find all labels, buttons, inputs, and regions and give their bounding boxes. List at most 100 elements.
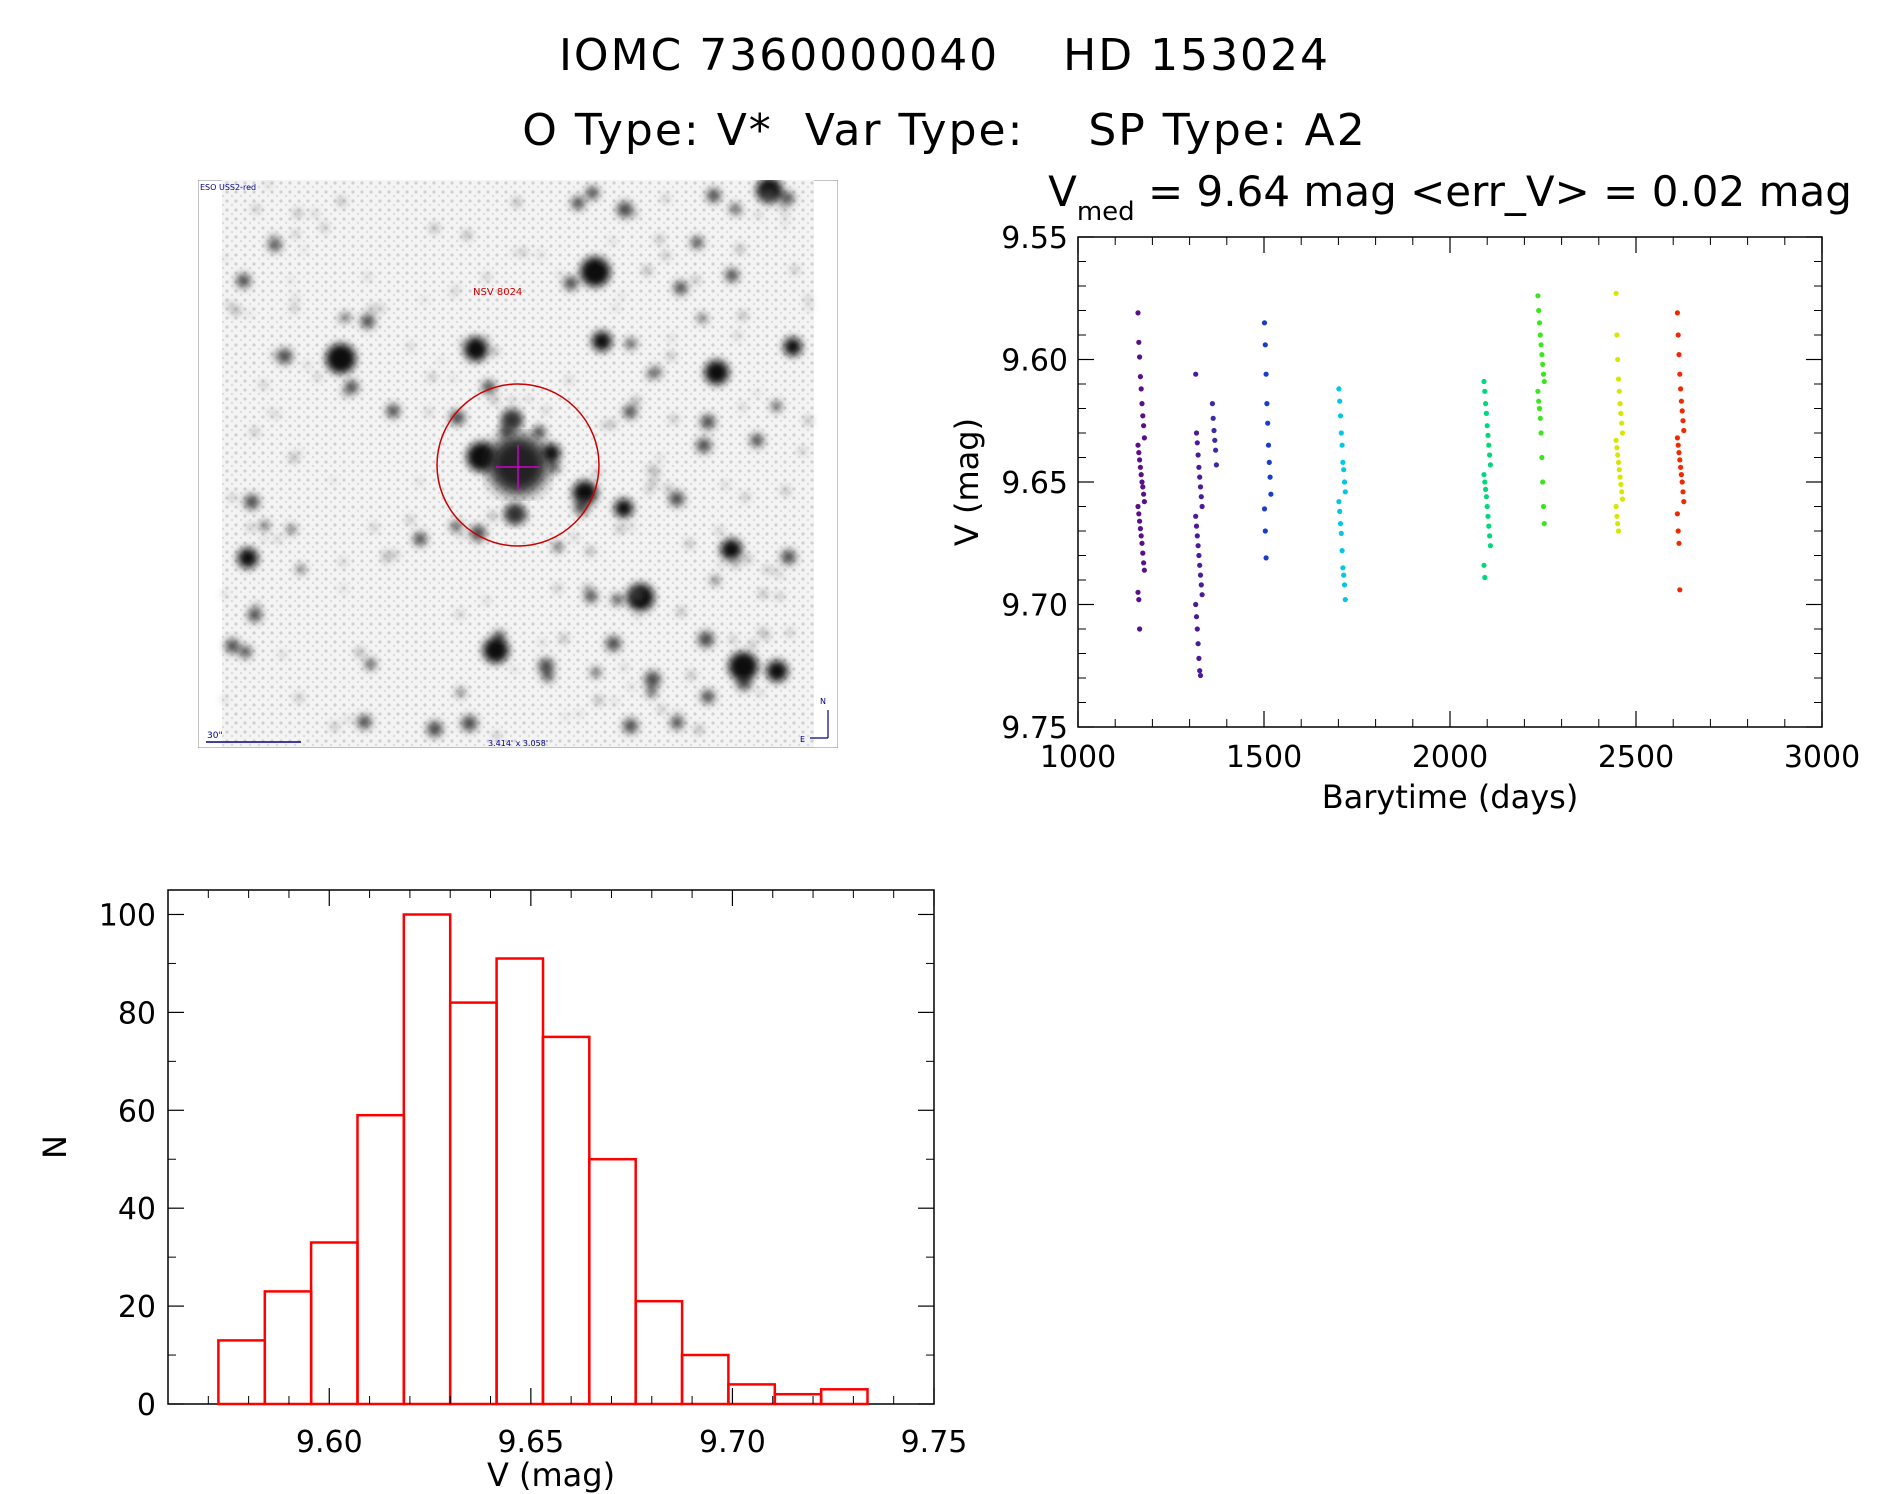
data-point (1535, 388, 1541, 394)
data-point (1211, 427, 1217, 434)
histogram-bar (634, 1299, 684, 1406)
data-point (1265, 442, 1272, 448)
data-point (1679, 408, 1685, 414)
data-point (1138, 533, 1144, 539)
data-point (1136, 339, 1142, 345)
data-point (1483, 486, 1489, 492)
data-point (1483, 494, 1489, 500)
data-point (1536, 398, 1542, 404)
data-point (1487, 543, 1493, 549)
histogram-bar (448, 1001, 498, 1406)
data-point (1261, 320, 1268, 326)
data-point (1538, 430, 1544, 436)
data-point (1198, 582, 1204, 588)
data-point (1615, 452, 1621, 458)
data-point (1139, 401, 1145, 407)
target-label: NSV 8024 (473, 287, 522, 298)
data-point (1485, 513, 1491, 519)
data-point (1617, 474, 1623, 480)
y-tick-label: 9.75 (1001, 711, 1068, 746)
data-point (1336, 386, 1342, 392)
data-point (1135, 310, 1141, 316)
x-tick-label: 9.75 (901, 1425, 968, 1460)
data-point (1209, 401, 1215, 407)
y-tick-label: 60 (118, 1094, 156, 1129)
finder-chart: NSV 8024 ESO USS2-red 30" 3.414' x 3.058… (198, 180, 838, 748)
data-point (1619, 496, 1626, 502)
data-point (1483, 401, 1489, 407)
data-point (1197, 672, 1204, 679)
data-point (1141, 499, 1147, 505)
x-tick-label: 1500 (1226, 740, 1302, 775)
data-point (1337, 508, 1343, 514)
x-tick-label: 9.65 (497, 1425, 564, 1460)
data-point (1540, 503, 1547, 510)
data-point (1536, 320, 1543, 326)
data-point (1210, 415, 1216, 421)
scale-label: 30" (207, 731, 223, 741)
data-point (1616, 388, 1622, 394)
data-point (1615, 376, 1622, 382)
data-point (1482, 388, 1488, 394)
data-point (1487, 462, 1493, 468)
data-point (1141, 423, 1147, 429)
data-point (1137, 464, 1143, 470)
data-point (1681, 427, 1687, 434)
data-point (1487, 452, 1493, 458)
data-point (1137, 518, 1143, 524)
y-axis-label: N (36, 1135, 74, 1159)
data-point (1140, 413, 1146, 419)
data-point (1135, 589, 1141, 595)
data-point (1675, 332, 1681, 338)
data-point (1676, 540, 1682, 546)
data-point (1339, 548, 1345, 554)
x-tick-label: 3000 (1784, 740, 1860, 775)
data-point (1540, 371, 1547, 377)
data-point (1268, 491, 1274, 497)
data-point (1619, 420, 1625, 426)
data-point (1137, 526, 1143, 532)
y-tick-label: 0 (137, 1388, 156, 1423)
y-tick-label: 9.65 (1001, 466, 1068, 501)
data-point (1263, 371, 1269, 377)
data-point (1616, 467, 1622, 473)
data-point (1195, 452, 1201, 458)
data-point (1613, 437, 1619, 443)
x-axis-label: V (mag) (487, 1456, 615, 1494)
data-point (1212, 437, 1218, 443)
data-point (1193, 513, 1199, 519)
data-point (1136, 450, 1142, 456)
data-point (1194, 440, 1200, 446)
histogram-bar (588, 1157, 637, 1406)
histogram-frame (167, 889, 935, 1405)
data-point (1262, 528, 1268, 534)
data-point (1137, 374, 1143, 380)
histogram-bar (495, 957, 545, 1406)
data-point (1337, 521, 1344, 527)
data-point (1678, 464, 1684, 470)
x-tick-label: 2000 (1412, 740, 1488, 775)
data-point (1140, 550, 1146, 556)
data-point (1338, 530, 1344, 537)
data-point (1675, 442, 1681, 448)
data-point (1678, 386, 1684, 392)
data-point (1541, 378, 1547, 385)
data-point (1681, 499, 1687, 505)
histogram-bar (773, 1392, 823, 1406)
data-point (1262, 342, 1268, 348)
data-point (1265, 420, 1271, 426)
object-type-line: O Type: V* Var Type: SP Type: A2 (522, 105, 1367, 156)
data-point (1193, 523, 1200, 529)
histogram-bar (541, 1035, 591, 1406)
x-axis-label: Barytime (days) (1322, 778, 1579, 816)
data-point (1678, 398, 1684, 404)
data-point (1677, 371, 1683, 377)
data-point (1535, 293, 1541, 299)
data-point (1487, 533, 1493, 539)
data-point (1337, 413, 1344, 419)
data-point (1619, 430, 1626, 436)
data-point (1613, 290, 1619, 296)
data-point (1675, 528, 1681, 534)
histogram-bar (819, 1388, 869, 1406)
